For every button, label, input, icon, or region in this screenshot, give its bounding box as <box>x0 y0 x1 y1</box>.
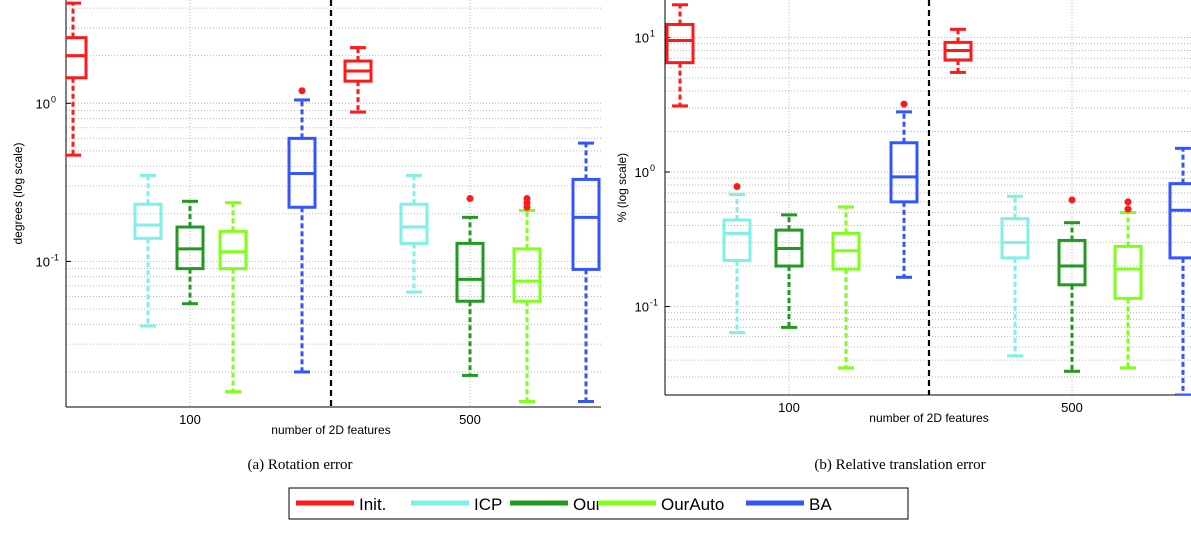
caption-a: (a) Rotation error <box>248 457 353 473</box>
box-icp-500 <box>399 173 429 294</box>
y-axis-label: degrees (log scale) <box>11 142 25 244</box>
x-tick-label: 500 <box>459 412 481 427</box>
boxes <box>66 1 601 404</box>
box-icp-500 <box>1000 194 1030 358</box>
iqr-box <box>455 241 485 303</box>
box-init-100 <box>66 1 88 157</box>
y-tick-label: 10 <box>635 30 649 45</box>
legend-label: Our <box>573 495 602 514</box>
x-axis-label: number of 2D features <box>271 423 390 437</box>
grid <box>66 0 601 407</box>
x-tick-label: 100 <box>179 412 201 427</box>
y-tick-exponent: 0 <box>51 94 56 104</box>
legend-label: BA <box>809 495 832 514</box>
outlier-point <box>523 194 531 202</box>
box-ba-100 <box>287 87 317 374</box>
boxes <box>665 3 1191 395</box>
grid <box>665 0 1191 395</box>
legend-label: OurAuto <box>661 495 724 514</box>
y-axis-label: % (log scale) <box>615 153 629 222</box>
box-ourauto-100 <box>218 201 248 394</box>
y-tick-exponent: 0 <box>650 163 655 173</box>
x-tick-label: 500 <box>1061 400 1083 415</box>
iqr-box <box>665 22 695 65</box>
outlier-point <box>900 100 908 108</box>
y-tick-exponent: -1 <box>650 298 658 308</box>
legend-label: Init. <box>359 495 386 514</box>
legend-label: ICP <box>474 495 502 514</box>
box-our-100 <box>175 199 205 306</box>
iqr-box <box>133 202 163 240</box>
iqr-box <box>66 36 88 80</box>
box-ba-500 <box>1168 146 1191 395</box>
outlier-point <box>1068 196 1076 204</box>
y-tick-label: 10 <box>635 300 649 315</box>
box-ourauto-500 <box>1113 198 1143 370</box>
y-tick-exponent: 1 <box>650 28 655 38</box>
box-init-500 <box>943 27 973 74</box>
box-init-500 <box>343 46 373 114</box>
y-tick-label: 10 <box>36 254 50 269</box>
iqr-box <box>218 229 248 271</box>
iqr-box <box>1000 217 1030 260</box>
legend: Init. ICP Our OurAuto BA <box>288 487 909 520</box>
box-icp-100 <box>133 173 163 328</box>
x-axis-label: number of 2D features <box>869 411 988 425</box>
iqr-box <box>571 177 601 271</box>
box-init-100 <box>665 3 695 108</box>
box-our-500 <box>455 194 485 377</box>
outlier-point <box>733 183 741 191</box>
x-tick-label: 100 <box>778 400 800 415</box>
y-tick-label: 10 <box>36 96 50 111</box>
outlier-point <box>466 194 474 202</box>
iqr-box <box>889 141 919 204</box>
iqr-box <box>512 247 542 303</box>
outlier-point <box>1124 205 1132 213</box>
iqr-box <box>1057 238 1087 287</box>
y-tick-exponent: -1 <box>51 252 59 262</box>
outlier-point <box>298 87 306 95</box>
legend-item-our: Our <box>510 495 602 514</box>
box-ourauto-500 <box>512 194 542 404</box>
legend-item-icp: ICP <box>411 495 502 514</box>
iqr-box <box>399 202 429 245</box>
box-ba-100 <box>889 100 919 279</box>
legend-item-init: Init. <box>296 495 386 514</box>
iqr-box <box>1168 182 1191 260</box>
box-ourauto-100 <box>831 205 861 370</box>
legend-item-ourauto: OurAuto <box>598 495 724 514</box>
iqr-box <box>722 218 752 262</box>
outlier-point <box>1124 198 1132 206</box>
y-tick-label: 10 <box>635 165 649 180</box>
box-our-500 <box>1057 196 1087 373</box>
caption-b: (b) Relative translation error <box>814 457 985 473</box>
box-ba-500 <box>571 141 601 404</box>
iqr-box <box>1113 244 1143 300</box>
box-our-100 <box>774 213 804 329</box>
box-icp-100 <box>722 183 752 335</box>
legend-item-ba: BA <box>746 495 832 514</box>
